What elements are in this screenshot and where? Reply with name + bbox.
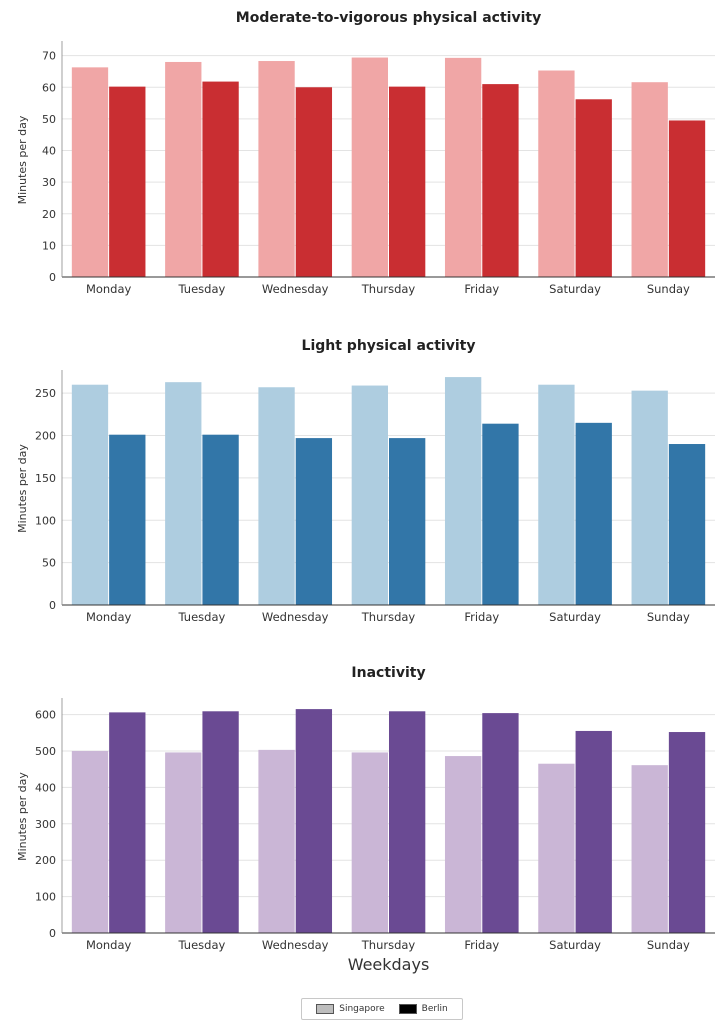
bar-berlin-wednesday — [295, 438, 333, 605]
x-tick-label: Tuesday — [178, 282, 226, 296]
y-axis-label: Minutes per day — [16, 444, 29, 533]
legend-label-berlin: Berlin — [421, 1004, 448, 1014]
x-tick-label: Monday — [86, 610, 132, 624]
bar-berlin-saturday — [575, 99, 612, 277]
y-tick-label: 400 — [35, 781, 56, 794]
bar-singapore-thursday — [351, 752, 388, 933]
y-tick-label: 0 — [49, 271, 56, 284]
y-tick-label: 30 — [42, 176, 56, 189]
x-tick-label: Sunday — [647, 938, 690, 952]
legend-item-berlin: Berlin — [398, 1004, 448, 1014]
y-tick-label: 500 — [35, 745, 56, 758]
y-tick-label: 600 — [35, 709, 56, 722]
bar-berlin-sunday — [668, 444, 706, 605]
y-tick-label: 10 — [42, 239, 56, 252]
bar-berlin-sunday — [668, 732, 706, 933]
x-tick-label: Sunday — [647, 610, 690, 624]
y-tick-label: 200 — [35, 430, 56, 443]
bar-berlin-tuesday — [202, 434, 239, 605]
x-tick-label: Saturday — [549, 610, 601, 624]
x-tick-label: Sunday — [647, 282, 690, 296]
bar-singapore-sunday — [631, 390, 668, 605]
legend-swatch-singapore — [316, 1004, 335, 1014]
bar-berlin-thursday — [389, 86, 426, 277]
y-tick-label: 250 — [35, 387, 56, 400]
y-tick-label: 20 — [42, 208, 56, 221]
y-tick-label: 60 — [42, 81, 56, 94]
y-tick-label: 40 — [42, 145, 56, 158]
bar-berlin-saturday — [575, 730, 612, 933]
y-axis-label: Minutes per day — [16, 772, 29, 861]
bar-singapore-tuesday — [165, 61, 202, 277]
bar-singapore-sunday — [631, 82, 668, 277]
y-tick-label: 300 — [35, 818, 56, 831]
y-tick-label: 200 — [35, 854, 56, 867]
y-tick-label: 100 — [35, 514, 56, 527]
x-tick-label: Thursday — [361, 610, 416, 624]
x-tick-label: Tuesday — [178, 938, 226, 952]
bar-berlin-friday — [482, 713, 519, 933]
y-tick-label: 150 — [35, 472, 56, 485]
x-tick-label: Friday — [464, 938, 499, 952]
bar-singapore-saturday — [538, 70, 575, 278]
x-tick-label: Friday — [464, 610, 499, 624]
bar-singapore-thursday — [351, 57, 388, 277]
bar-berlin-monday — [109, 434, 146, 605]
bar-singapore-friday — [444, 756, 482, 933]
bar-berlin-tuesday — [202, 81, 239, 278]
x-tick-label: Wednesday — [262, 282, 329, 296]
y-tick-label: 0 — [49, 927, 56, 940]
legend-label-singapore: Singapore — [339, 1004, 385, 1014]
y-tick-label: 100 — [35, 891, 56, 904]
x-tick-label: Thursday — [361, 282, 416, 296]
x-tick-label: Friday — [464, 282, 499, 296]
bar-singapore-tuesday — [165, 382, 202, 605]
bar-singapore-thursday — [351, 385, 388, 605]
x-tick-label: Wednesday — [262, 610, 329, 624]
bar-berlin-wednesday — [295, 709, 333, 933]
bar-singapore-friday — [444, 57, 482, 277]
bar-singapore-wednesday — [258, 387, 295, 605]
x-tick-label: Tuesday — [178, 610, 226, 624]
bar-berlin-friday — [482, 84, 519, 277]
bar-singapore-wednesday — [258, 749, 295, 933]
bar-berlin-friday — [482, 423, 519, 605]
chart-title: Moderate-to-vigorous physical activity — [236, 10, 541, 26]
bar-singapore-saturday — [538, 763, 575, 933]
bar-berlin-monday — [109, 712, 146, 933]
chart-title: Inactivity — [351, 665, 425, 681]
bar-singapore-sunday — [631, 765, 668, 933]
bar-berlin-thursday — [389, 438, 426, 605]
bar-berlin-thursday — [389, 711, 426, 933]
x-tick-label: Monday — [86, 938, 132, 952]
bar-singapore-monday — [71, 67, 109, 277]
y-tick-label: 50 — [42, 113, 56, 126]
bar-berlin-saturday — [575, 422, 612, 605]
bar-singapore-friday — [444, 377, 482, 605]
legend-item-singapore: Singapore — [316, 1004, 385, 1014]
y-tick-label: 0 — [49, 599, 56, 612]
y-tick-label: 50 — [42, 557, 56, 570]
x-tick-label: Saturday — [549, 282, 601, 296]
bar-singapore-monday — [71, 384, 109, 605]
x-axis-label: Weekdays — [348, 955, 430, 974]
chart-title: Light physical activity — [302, 338, 476, 354]
x-tick-label: Thursday — [361, 938, 416, 952]
legend-swatch-berlin — [398, 1004, 417, 1014]
bar-singapore-tuesday — [165, 752, 202, 933]
bar-berlin-monday — [109, 86, 146, 277]
y-tick-label: 70 — [42, 50, 56, 63]
x-tick-label: Saturday — [549, 938, 601, 952]
y-axis-label: Minutes per day — [16, 115, 29, 204]
bar-berlin-tuesday — [202, 711, 239, 933]
bar-berlin-wednesday — [295, 87, 333, 278]
legend: Singapore Berlin — [301, 998, 463, 1020]
bar-singapore-saturday — [538, 384, 575, 605]
bar-singapore-monday — [71, 750, 109, 933]
x-tick-label: Wednesday — [262, 938, 329, 952]
bar-berlin-sunday — [668, 120, 706, 277]
x-tick-label: Monday — [86, 282, 132, 296]
bar-singapore-wednesday — [258, 61, 295, 277]
